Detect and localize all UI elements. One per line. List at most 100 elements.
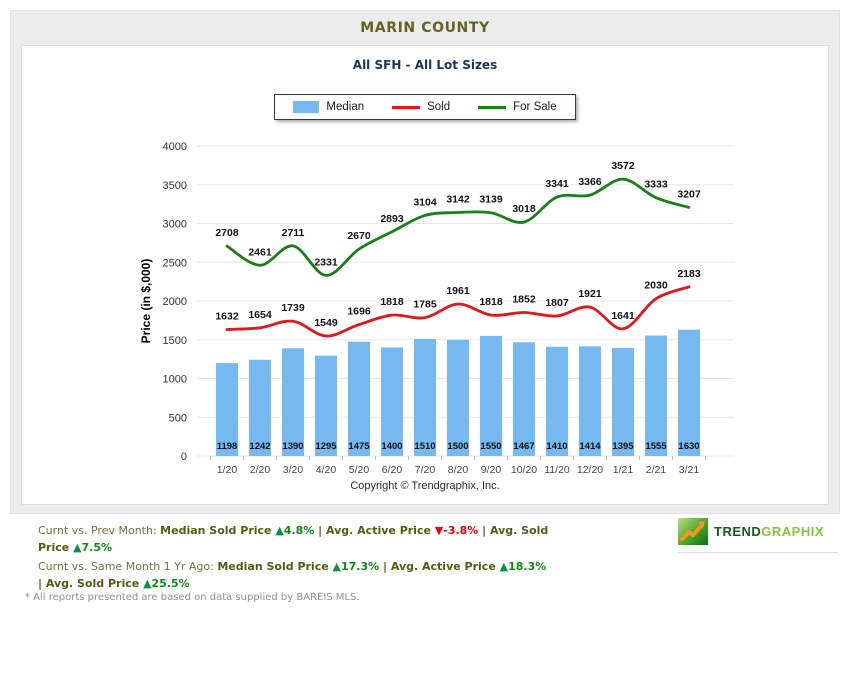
x-axis-tick-label: 12/20	[577, 464, 603, 476]
y-axis-tick-label: 2000	[163, 296, 187, 308]
brand-text: TRENDGRAPHIX	[714, 523, 824, 541]
legend-item-sold: Sold	[392, 101, 450, 113]
bar-median	[381, 347, 403, 456]
x-axis-tick-label: 5/20	[349, 464, 370, 476]
bar-value-label: 1555	[645, 441, 667, 452]
bar-median	[546, 346, 568, 456]
stat-separator: |	[379, 560, 391, 574]
arrow-up-icon: ▲	[499, 560, 509, 574]
point-value-label: 1852	[512, 293, 536, 305]
point-value-label: 3366	[578, 176, 602, 188]
bar-value-label: 1400	[381, 441, 402, 452]
point-value-label: 1739	[281, 302, 305, 314]
median-swatch-icon	[293, 101, 320, 113]
stat-label: Avg. Active Price	[326, 524, 435, 537]
stat-value: 18.3%	[508, 560, 547, 574]
bar-value-label: 1295	[315, 441, 337, 452]
point-value-label: 3207	[677, 188, 701, 200]
bar-median	[315, 355, 337, 456]
y-axis-tick-label: 500	[169, 412, 187, 424]
bar-median	[480, 335, 502, 456]
x-axis-tick-label: 9/20	[481, 464, 502, 476]
y-axis-tick-label: 2500	[163, 257, 187, 269]
legend-box: Median Sold For Sale	[274, 94, 576, 120]
stat-separator: |	[38, 577, 46, 591]
sold-swatch-icon	[392, 105, 421, 109]
report-frame: MARIN COUNTY All SFH - All Lot Sizes Med…	[10, 10, 840, 514]
point-value-label: 2711	[282, 227, 305, 239]
stat-value: -3.8%	[443, 524, 479, 537]
bar-value-label: 1242	[249, 441, 270, 452]
x-axis-tick-label: 8/20	[448, 464, 469, 476]
point-value-label: 2030	[644, 280, 668, 292]
y-axis-title: Price (in $,000)	[139, 259, 153, 344]
point-value-label: 2670	[347, 230, 371, 242]
point-value-label: 3341	[545, 178, 569, 190]
bar-median	[645, 335, 667, 456]
y-axis-tick-label: 0	[181, 451, 187, 463]
stat-value: 17.3%	[340, 560, 380, 574]
point-value-label: 2708	[215, 227, 239, 239]
x-axis-tick-label: 10/20	[511, 464, 537, 476]
y-axis-tick-label: 4000	[163, 141, 187, 153]
x-axis-tick-label: 7/20	[415, 464, 436, 476]
x-axis-tick-label: 1/21	[613, 464, 634, 476]
bar-value-label: 1410	[546, 441, 567, 452]
brand-text-graphix: GRAPHIX	[761, 523, 825, 539]
point-value-label: 1818	[380, 296, 404, 308]
bar-value-label: 1390	[282, 441, 303, 452]
stat-value: 4.8%	[283, 524, 315, 537]
copyright-text: Copyright © Trendgraphix, Inc.	[350, 480, 500, 492]
price-chart: 0 500 1000 1500 2000 2500 3000 3500 4000 Price (i…	[139, 141, 734, 476]
stat-value: 7.5%	[81, 541, 113, 555]
legend-item-median: Median	[293, 101, 364, 113]
point-value-label: 1961	[446, 285, 470, 297]
bar-value-label: 1550	[480, 441, 501, 452]
legend-item-for-sale: For Sale	[478, 101, 557, 113]
x-axis-tick-label: 1/20	[217, 464, 238, 476]
x-axis-tick-label: 3/20	[283, 464, 304, 476]
stat-value: 25.5%	[151, 577, 190, 591]
chart-subtitle: All SFH - All Lot Sizes	[352, 58, 498, 72]
bar-median	[348, 341, 370, 456]
x-axis-tick-label: 11/20	[544, 464, 570, 476]
stat-separator: |	[314, 524, 326, 537]
point-value-label: 1632	[215, 311, 239, 323]
legend: Median Sold For Sale	[22, 94, 828, 120]
arrow-up-icon: ▲	[332, 560, 341, 574]
stats-prefix: Curnt vs. Same Month 1 Yr Ago:	[38, 560, 218, 574]
arrow-up-icon: ▲	[73, 541, 82, 555]
bar-median	[249, 359, 271, 456]
point-value-label: 1549	[314, 317, 338, 329]
x-axis-tick-label: 3/21	[679, 464, 700, 476]
y-axis-tick-label: 3000	[163, 219, 187, 231]
arrow-up-icon: ▲	[143, 577, 152, 591]
arrow-down-icon: ▼	[434, 524, 444, 537]
x-axis-tick-label: 4/20	[316, 464, 337, 476]
trendgraphix-logo: TRENDGRAPHIX	[678, 518, 838, 553]
stats-line-year-ago: Curnt vs. Same Month 1 Yr Ago: Median So…	[38, 558, 552, 592]
for-sale-swatch-icon	[478, 105, 507, 109]
disclaimer-text: * All reports presented are based on dat…	[25, 592, 360, 603]
bar-value-label: 1475	[348, 441, 370, 452]
median-bars: 1198 1242 1390 1295 1475 1400 1510 1500 1550 1467…	[216, 329, 700, 456]
bar-median	[414, 338, 436, 456]
bar-median	[579, 346, 601, 456]
bar-value-label: 1395	[612, 441, 634, 452]
bar-median	[612, 347, 634, 456]
bar-value-label: 1500	[447, 441, 468, 452]
point-value-label: 3139	[479, 194, 503, 206]
point-value-label: 2893	[380, 213, 404, 225]
point-value-label: 1818	[479, 296, 503, 308]
bar-value-label: 1510	[414, 441, 435, 452]
point-value-label: 3572	[611, 160, 635, 172]
x-axis-ticks	[210, 456, 706, 460]
point-value-label: 1654	[248, 309, 272, 321]
stats-prefix: Curnt vs. Prev Month:	[38, 524, 161, 537]
arrow-up-icon: ▲	[275, 524, 284, 537]
brand-text-trend: TREND	[714, 523, 762, 539]
point-value-label: 1807	[545, 297, 569, 309]
bar-value-label: 1467	[513, 441, 534, 452]
x-axis-tick-label: 2/20	[250, 464, 271, 476]
